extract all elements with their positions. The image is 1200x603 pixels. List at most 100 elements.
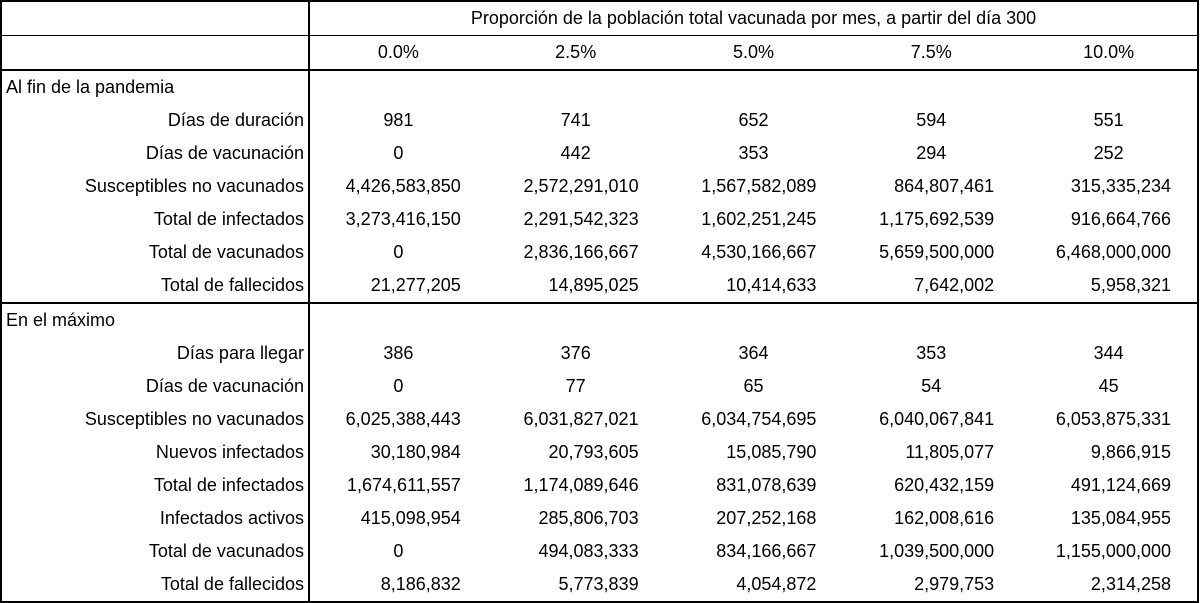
column-header: 10.0% [1020, 35, 1198, 71]
table-row: Días de vacunación 0 442 353 294 252 [1, 137, 1198, 170]
section-header-row: En el máximo [1, 303, 1198, 337]
value-cell: 77 [565, 376, 586, 396]
table-row: Días de vacunación 0 77 65 54 45 [1, 370, 1198, 403]
value-cell: 353 [738, 143, 769, 163]
value-cell: 981 [383, 110, 414, 130]
row-label: Total de infectados [1, 469, 310, 502]
value-cell: 442 [560, 143, 591, 163]
value-cell: 3,273,416,150 [345, 209, 461, 229]
value-cell: 30,180,984 [370, 442, 461, 462]
value-cell: 6,040,067,841 [879, 409, 995, 429]
header-columns-row: 0.0% 2.5% 5.0% 7.5% 10.0% [1, 35, 1198, 71]
table-title: Proporción de la población total vacunad… [309, 1, 1198, 36]
value-cell: 10,414,633 [664, 269, 843, 304]
value-cell: 652 [738, 110, 769, 130]
value-cell: 1,674,611,557 [347, 475, 461, 495]
table-row: Susceptibles no vacunados 6,025,388,443 6,… [1, 403, 1198, 436]
value-cell: 315,335,234 [1070, 176, 1171, 196]
value-cell: 916,664,766 [1070, 209, 1171, 229]
table-row: Susceptibles no vacunados 4,426,583,850 2,… [1, 170, 1198, 203]
value-cell: 9,866,915 [1090, 442, 1171, 462]
value-cell: 5,958,321 [1020, 269, 1198, 304]
row-label: Días de vacunación [1, 370, 310, 403]
empty-cell [309, 70, 487, 104]
value-cell: 5,773,839 [558, 574, 639, 594]
value-cell: 4,054,872 [736, 574, 817, 594]
empty-cell [1020, 70, 1198, 104]
table-row: Total de vacunados 0 2,836,166,667 4,530,16… [1, 236, 1198, 269]
value-cell: 2,979,753 [914, 574, 995, 594]
column-header: 2.5% [486, 35, 665, 71]
value-cell: 864,807,461 [894, 176, 995, 196]
empty-cell [487, 70, 665, 104]
value-cell: 21,277,205 [309, 269, 487, 304]
value-cell: 2,314,258 [1090, 574, 1171, 594]
value-cell: 207,252,168 [716, 508, 817, 528]
column-header: 5.0% [664, 35, 843, 71]
row-label: Días de vacunación [1, 137, 310, 170]
value-cell: 8,186,832 [380, 574, 461, 594]
row-label: Total de fallecidos [1, 568, 310, 602]
value-cell: 834,166,667 [716, 541, 817, 561]
value-cell: 4,426,583,850 [345, 176, 461, 196]
value-cell: 54 [921, 376, 942, 396]
table-row: Días para llegar 386 376 364 353 344 [1, 337, 1198, 370]
value-cell: 6,034,754,695 [701, 409, 817, 429]
value-cell: 6,053,875,331 [1055, 409, 1171, 429]
row-label: Susceptibles no vacunados [1, 170, 310, 203]
empty-cell [487, 303, 665, 337]
row-label: Nuevos infectados [1, 436, 310, 469]
value-cell: 14,895,025 [486, 269, 665, 304]
table-row: Total de infectados 1,674,611,557 1,174,08… [1, 469, 1198, 502]
value-cell: 252 [1093, 143, 1124, 163]
empty-cell [665, 70, 843, 104]
row-label: Total de vacunados [1, 236, 310, 269]
value-cell: 6,468,000,000 [1055, 242, 1171, 262]
value-cell: 2,291,542,323 [523, 209, 639, 229]
empty-corner-cell [1, 1, 310, 36]
value-cell: 1,174,089,646 [523, 475, 639, 495]
value-cell: 1,155,000,000 [1055, 541, 1171, 561]
value-cell: 7,642,002 [842, 269, 1021, 304]
value-cell: 0 [393, 541, 404, 561]
empty-corner-cell [1, 35, 310, 71]
row-label: Total de fallecidos [1, 269, 310, 304]
value-cell: 491,124,669 [1070, 475, 1171, 495]
value-cell: 0 [393, 242, 404, 262]
row-label: Total de vacunados [1, 535, 310, 568]
table-row: Nuevos infectados 30,180,984 20,793,605 15,… [1, 436, 1198, 469]
section-header-row: Al fin de la pandemia [1, 70, 1198, 104]
value-cell: 5,659,500,000 [879, 242, 995, 262]
value-cell: 364 [738, 343, 769, 363]
value-cell: 4,530,166,667 [701, 242, 817, 262]
value-cell: 65 [743, 376, 764, 396]
value-cell: 0 [393, 376, 404, 396]
value-cell: 162,008,616 [894, 508, 995, 528]
value-cell: 344 [1093, 343, 1124, 363]
value-cell: 294 [916, 143, 947, 163]
value-cell: 494,083,333 [538, 541, 639, 561]
value-cell: 20,793,605 [548, 442, 639, 462]
value-cell: 285,806,703 [538, 508, 639, 528]
table-row: Total de fallecidos 21,277,205 14,895,025 1… [1, 269, 1198, 304]
value-cell: 386 [383, 343, 414, 363]
table-row: Total de vacunados 0 494,083,333 834,166,66… [1, 535, 1198, 568]
value-cell: 11,805,077 [905, 442, 995, 462]
row-label: Días de duración [1, 104, 310, 137]
value-cell: 594 [916, 110, 947, 130]
section-label: En el máximo [1, 303, 310, 337]
value-cell: 1,602,251,245 [701, 209, 817, 229]
value-cell: 135,084,955 [1070, 508, 1171, 528]
table-row: Infectados activos 415,098,954 285,806,703… [1, 502, 1198, 535]
value-cell: 1,567,582,089 [701, 176, 817, 196]
value-cell: 2,836,166,667 [523, 242, 639, 262]
value-cell: 0 [393, 143, 404, 163]
table-row: Total de fallecidos 8,186,832 5,773,839 4,0… [1, 568, 1198, 602]
section-label: Al fin de la pandemia [1, 70, 310, 104]
value-cell: 45 [1098, 376, 1119, 396]
row-label: Susceptibles no vacunados [1, 403, 310, 436]
value-cell: 1,175,692,539 [879, 209, 995, 229]
value-cell: 620,432,159 [894, 475, 995, 495]
row-label: Infectados activos [1, 502, 310, 535]
